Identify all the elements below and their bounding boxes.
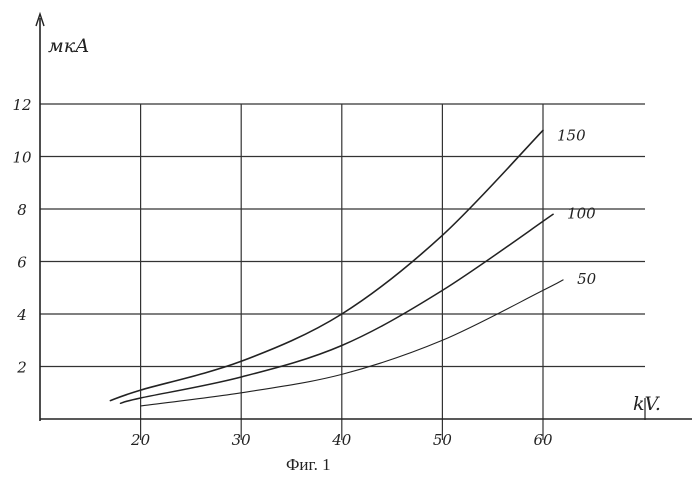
y-tick-label-8: 8: [17, 201, 27, 219]
y-tick-label-12: 12: [12, 96, 31, 114]
y-tick-label-10: 10: [12, 149, 32, 167]
chart-grid: [40, 104, 645, 440]
y-tick-label-2: 2: [16, 359, 27, 377]
x-axis-label: kV.: [633, 393, 661, 415]
x-tick-label-50: 50: [433, 431, 453, 449]
figure-caption: Фиг. 1: [286, 455, 331, 474]
series-line-100: [121, 214, 554, 403]
chart-series: 150 100 50: [110, 126, 596, 406]
x-tick-label-40: 40: [331, 431, 352, 449]
series-line-150: [110, 130, 543, 400]
x-tick-label-60: 60: [533, 431, 553, 449]
series-line-50: [141, 280, 563, 406]
y-tick-label-6: 6: [17, 254, 27, 272]
x-tick-label-20: 20: [130, 431, 151, 449]
series-label-100: 100: [567, 204, 596, 222]
y-tick-label-4: 4: [16, 306, 27, 324]
y-axis-label: мкА: [48, 35, 90, 57]
chart-tick-labels: 2 4 6 8 10 12 20 30 40 50 60: [12, 96, 553, 449]
series-label-50: 50: [577, 270, 597, 288]
series-label-150: 150: [557, 126, 586, 144]
x-tick-label-30: 30: [232, 431, 252, 449]
